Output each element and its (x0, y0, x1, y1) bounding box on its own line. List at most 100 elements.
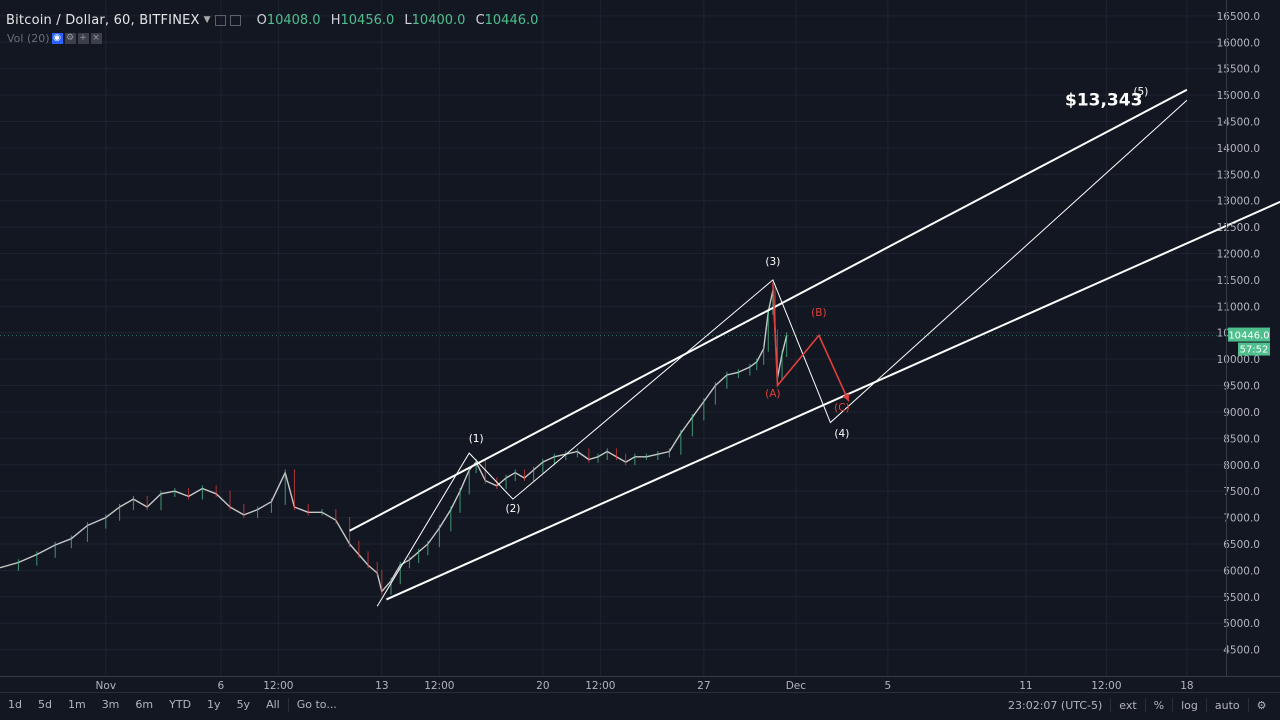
divider (1205, 698, 1207, 712)
y-tick-label: 13500.0 (1217, 169, 1260, 181)
channel-line[interactable] (349, 88, 1188, 532)
chart-header: Bitcoin / Dollar, 60, BITFINEX ▼ O10408.… (6, 10, 538, 30)
range-button-ytd[interactable]: YTD (169, 698, 192, 711)
y-tick-label: 12500.0 (1217, 222, 1260, 234)
divider (287, 697, 289, 712)
clock-readout[interactable]: 23:02:07 (UTC-5) (1008, 698, 1103, 712)
ohlc-open-key: O (256, 12, 267, 28)
range-button-1y[interactable]: 1y (207, 698, 221, 711)
channel-layer[interactable] (349, 88, 1280, 601)
range-button-1m[interactable]: 1m (67, 698, 86, 711)
bottom-right-controls: 23:02:07 (UTC-5) ext % log auto ⚙ (1000, 693, 1275, 717)
channel-line[interactable] (386, 158, 1280, 601)
y-tick-label: 13000.0 (1217, 196, 1260, 208)
range-button-5y[interactable]: 5y (236, 698, 251, 711)
ohlc-readout: O10408.0 H10456.0 L10400.0 C10446.0 (251, 13, 539, 28)
compare-icon[interactable] (229, 14, 241, 26)
plus-icon[interactable]: + (77, 33, 89, 44)
y-tick-label: 16500.0 (1217, 11, 1260, 23)
wave-label: (1) (469, 433, 484, 445)
bottom-toolbar: 1d 5d 1m 3m 6m YTD 1y 5y All Go to... 23… (0, 692, 1280, 716)
y-tick-label: 4500.0 (1223, 645, 1260, 657)
settings-icon[interactable] (214, 14, 226, 26)
wave-label: (C) (834, 402, 850, 414)
x-tick-label: 12:00 (1091, 680, 1121, 692)
range-button-6m[interactable]: 6m (135, 698, 154, 711)
y-tick-label: 14500.0 (1217, 116, 1260, 128)
divider (1172, 698, 1174, 712)
x-tick-label: 6 (217, 680, 224, 692)
ext-toggle[interactable]: ext (1119, 698, 1137, 712)
price-layer (0, 287, 1226, 595)
ohlc-high-key: H (330, 12, 341, 28)
wave-layer[interactable] (376, 99, 1188, 607)
x-tick-label: 12:00 (263, 680, 293, 692)
wave-label: (2) (506, 503, 521, 515)
divider (1110, 698, 1112, 712)
divider (1144, 698, 1146, 712)
grid-layer (0, 0, 1226, 676)
y-axis[interactable]: 4500.0 5000.0 5500.0 6000.0 6500.0 7000.0 7500… (1217, 0, 1270, 676)
x-tick-label: 27 (697, 680, 710, 692)
y-tick-label: 7000.0 (1223, 513, 1260, 525)
x-tick-label: Nov (96, 680, 117, 692)
range-button-1d[interactable]: 1d (8, 698, 22, 711)
log-toggle[interactable]: log (1181, 698, 1198, 712)
label-layer: (1) (2) (3) (4) (5) (A) (B) (C) $13,343 (469, 86, 1149, 515)
wave-label: (4) (834, 428, 849, 440)
range-button-all[interactable]: All (266, 698, 280, 711)
y-tick-label: 8500.0 (1223, 433, 1260, 445)
x-tick-label: 12:00 (585, 680, 615, 692)
wave-label: (3) (765, 256, 780, 268)
y-tick-label: 5000.0 (1223, 618, 1260, 630)
ohlc-close-value: 10446.0 (484, 12, 539, 28)
auto-toggle[interactable]: auto (1214, 698, 1240, 712)
last-price-label: 10446.0 (1228, 331, 1269, 342)
range-button-3m[interactable]: 3m (101, 698, 120, 711)
close-icon[interactable]: × (90, 33, 102, 44)
settings-icon[interactable]: ⚙ (64, 33, 76, 44)
x-tick-label: 18 (1180, 680, 1193, 692)
y-tick-label: 6500.0 (1223, 539, 1260, 551)
y-tick-label: 7500.0 (1223, 486, 1260, 498)
x-tick-label: Dec (786, 680, 807, 692)
y-tick-label: 9500.0 (1223, 381, 1260, 393)
ohlc-low-key: L (404, 12, 412, 28)
x-tick-label: 20 (536, 680, 549, 692)
ohlc-high-value: 10456.0 (340, 12, 395, 28)
y-tick-label: 10000.0 (1217, 354, 1260, 366)
goto-button[interactable]: Go to... (296, 698, 337, 711)
wave-line[interactable] (772, 282, 850, 402)
y-tick-label: 16000.0 (1217, 37, 1260, 49)
divider (1247, 698, 1249, 712)
ohlc-low-value: 10400.0 (411, 12, 466, 28)
x-tick-label: 12:00 (424, 680, 454, 692)
ohlc-close-key: C (475, 12, 485, 28)
wave-line[interactable] (376, 99, 1188, 607)
gear-icon[interactable]: ⚙ (1256, 698, 1267, 712)
range-button-5d[interactable]: 5d (37, 698, 52, 711)
y-tick-label: 15000.0 (1217, 90, 1260, 102)
y-tick-label: 11500.0 (1217, 275, 1260, 287)
last-price-tag (1228, 327, 1270, 342)
y-tick-label: 9000.0 (1223, 407, 1260, 419)
y-tick-label: 6000.0 (1223, 565, 1260, 577)
wave-label: (5) (1133, 86, 1148, 98)
arrow-head (842, 393, 849, 402)
eye-icon[interactable]: ◉ (51, 33, 63, 44)
y-tick-label: 8000.0 (1223, 460, 1260, 472)
symbol-title[interactable]: Bitcoin / Dollar, 60, BITFINEX (6, 12, 200, 28)
x-tick-label: 11 (1019, 680, 1032, 692)
volume-legend: Vol (20) ◉ ⚙ + × (7, 32, 102, 45)
price-target-annotation: $13,343 (1065, 91, 1142, 111)
percent-toggle[interactable]: % (1153, 698, 1165, 712)
y-tick-label: 15500.0 (1217, 64, 1260, 76)
x-axis[interactable]: Nov 6 12:00 13 12:00 20 12:00 27 Dec 5 11 12:00 18 (0, 676, 1280, 693)
y-tick-label: 12000.0 (1217, 249, 1260, 261)
x-tick-label: 13 (375, 680, 388, 692)
chevron-down-icon[interactable]: ▼ (203, 15, 211, 25)
y-tick-label: 11000.0 (1217, 301, 1260, 313)
ohlc-open-value: 10408.0 (266, 12, 321, 28)
